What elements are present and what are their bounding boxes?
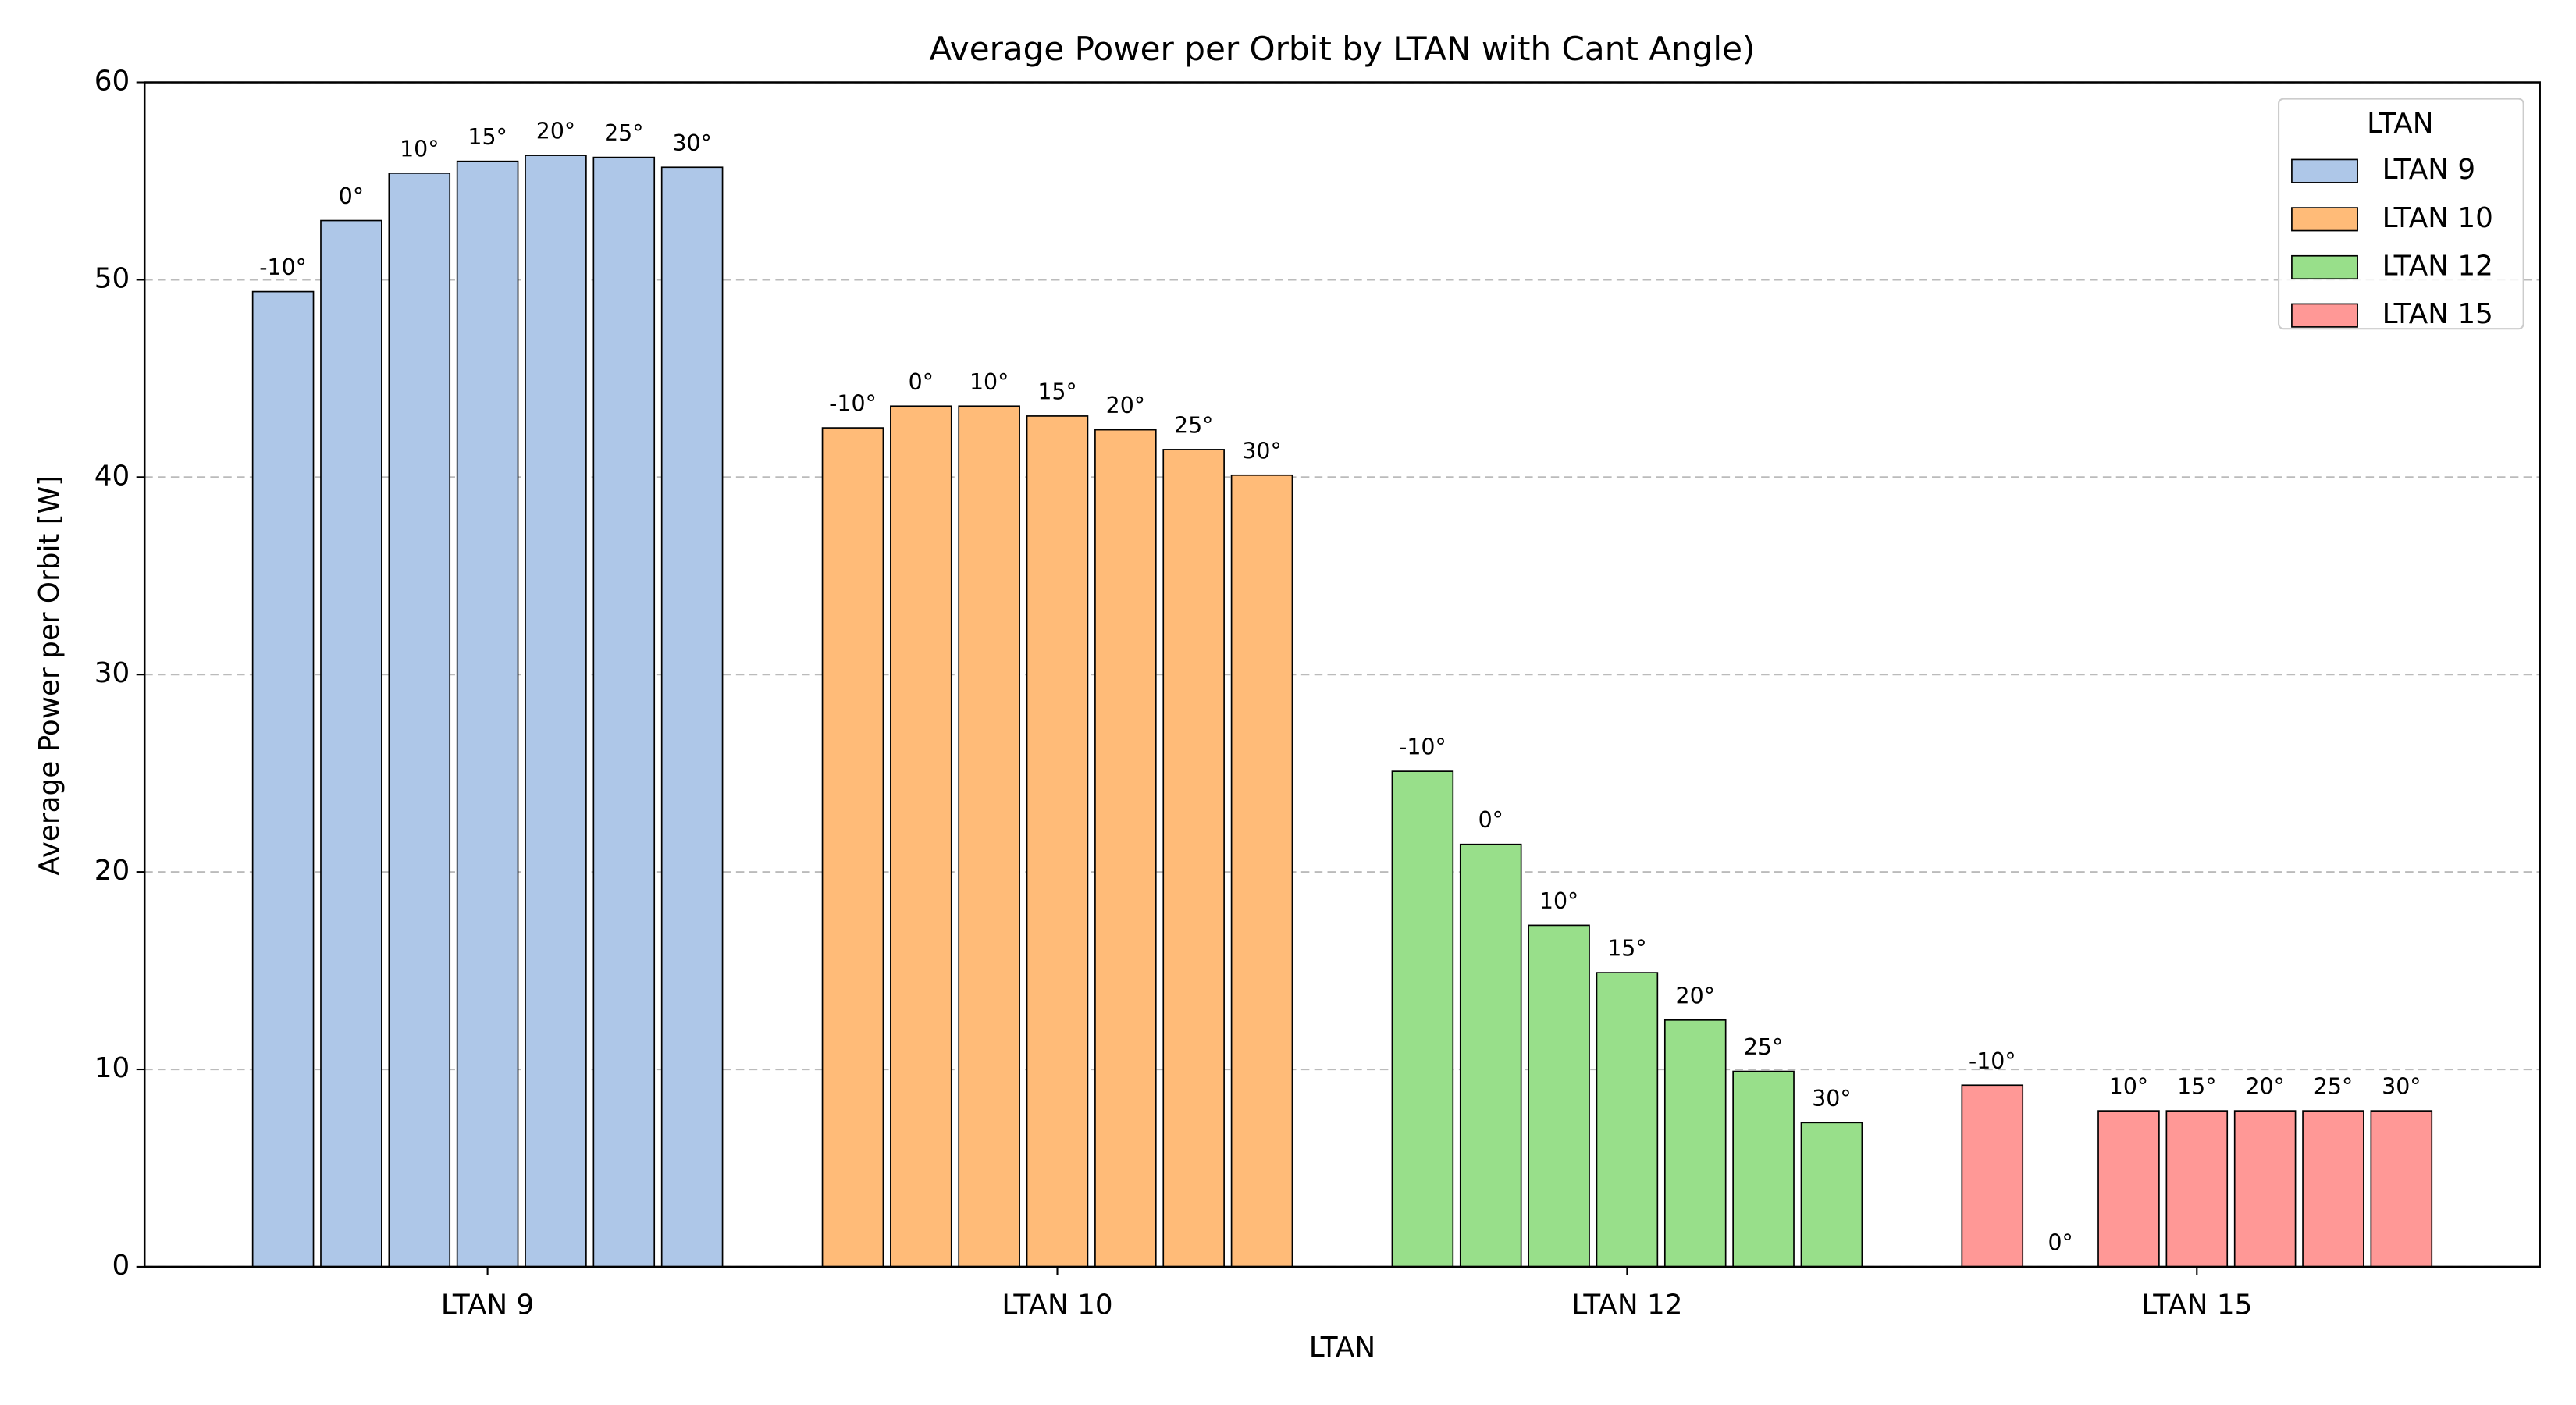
legend-label: LTAN 12 xyxy=(2382,250,2493,282)
bar-label: 0° xyxy=(339,183,364,209)
bar xyxy=(1459,843,1522,1268)
bar-label: 20° xyxy=(2245,1074,2284,1100)
bar xyxy=(958,405,1020,1268)
legend-label: LTAN 15 xyxy=(2382,298,2493,330)
bar xyxy=(592,156,656,1268)
bar-label: 20° xyxy=(1676,983,1715,1008)
bar-label: 30° xyxy=(672,130,711,156)
bar-label: 25° xyxy=(2314,1074,2353,1100)
legend-title: LTAN xyxy=(2367,108,2433,140)
bar-label: 10° xyxy=(970,369,1009,395)
bar xyxy=(2233,1110,2297,1268)
bar-label: -10° xyxy=(1969,1048,2016,1074)
bar xyxy=(251,290,315,1268)
bar xyxy=(821,427,884,1268)
bar-label: 10° xyxy=(1539,888,1578,914)
y-tick-label: 20 xyxy=(94,855,130,887)
bar xyxy=(1961,1084,2024,1268)
bar-label: 0° xyxy=(2048,1229,2073,1255)
plot-frame xyxy=(143,81,2541,1268)
legend-swatch xyxy=(2291,207,2358,232)
bar-label: 30° xyxy=(2382,1074,2421,1100)
bar-label: 0° xyxy=(1478,807,1503,833)
bar xyxy=(1230,474,1293,1268)
legend-swatch xyxy=(2291,303,2358,328)
bar xyxy=(1596,972,1659,1268)
bar-label: -10° xyxy=(1399,735,1446,760)
bar xyxy=(320,219,382,1268)
bar xyxy=(890,405,952,1268)
chart-title: Average Power per Orbit by LTAN with Can… xyxy=(929,30,1755,68)
bar-label: 15° xyxy=(1607,936,1646,962)
bar xyxy=(1026,415,1089,1268)
x-tick-label: LTAN 10 xyxy=(1002,1289,1112,1321)
bar xyxy=(660,166,724,1268)
bar xyxy=(2302,1110,2364,1268)
legend-label: LTAN 9 xyxy=(2382,154,2475,186)
x-axis-label: LTAN xyxy=(1309,1332,1375,1364)
bar xyxy=(388,173,451,1268)
x-tick-label: LTAN 12 xyxy=(1571,1289,1682,1321)
bar xyxy=(2097,1110,2160,1268)
bar-label: 10° xyxy=(400,136,439,162)
bar xyxy=(2165,1110,2229,1268)
bar xyxy=(1732,1070,1795,1268)
bar-label: 30° xyxy=(1812,1086,1851,1112)
y-tick-label: 50 xyxy=(94,262,130,294)
bar-label: -10° xyxy=(259,254,307,280)
y-tick-label: 10 xyxy=(94,1052,130,1084)
bar xyxy=(1391,770,1454,1268)
legend-label: LTAN 10 xyxy=(2382,202,2493,234)
legend-swatch xyxy=(2291,158,2358,183)
y-tick-label: 60 xyxy=(94,66,130,98)
bar xyxy=(1800,1122,1863,1268)
bar xyxy=(456,160,519,1268)
legend-swatch xyxy=(2291,254,2358,280)
bar-label: 25° xyxy=(1174,412,1213,438)
bar xyxy=(1663,1019,1727,1268)
bar-label: 0° xyxy=(909,369,934,395)
x-tick-label: LTAN 15 xyxy=(2141,1289,2252,1321)
bar xyxy=(1162,449,1225,1268)
y-tick-label: 0 xyxy=(112,1250,130,1282)
bar-label: 15° xyxy=(468,124,507,150)
bar-label: 20° xyxy=(536,119,575,144)
bar-label: 30° xyxy=(1242,438,1281,464)
bar xyxy=(2370,1110,2433,1268)
y-tick-label: 30 xyxy=(94,657,130,689)
y-axis-label: Average Power per Orbit [W] xyxy=(34,475,66,876)
bar-label: 10° xyxy=(2109,1074,2148,1100)
bar-label: 20° xyxy=(1106,393,1145,418)
bar xyxy=(525,155,587,1268)
bar xyxy=(1094,429,1157,1268)
bar xyxy=(1528,924,1590,1268)
x-tick-label: LTAN 9 xyxy=(441,1289,534,1321)
bar-label: 15° xyxy=(2177,1074,2216,1100)
bar-label: 25° xyxy=(604,120,643,146)
bar-label: 25° xyxy=(1744,1034,1783,1060)
bar-label: 15° xyxy=(1037,379,1076,404)
bar-label: -10° xyxy=(829,391,877,417)
y-tick-label: 40 xyxy=(94,460,130,492)
